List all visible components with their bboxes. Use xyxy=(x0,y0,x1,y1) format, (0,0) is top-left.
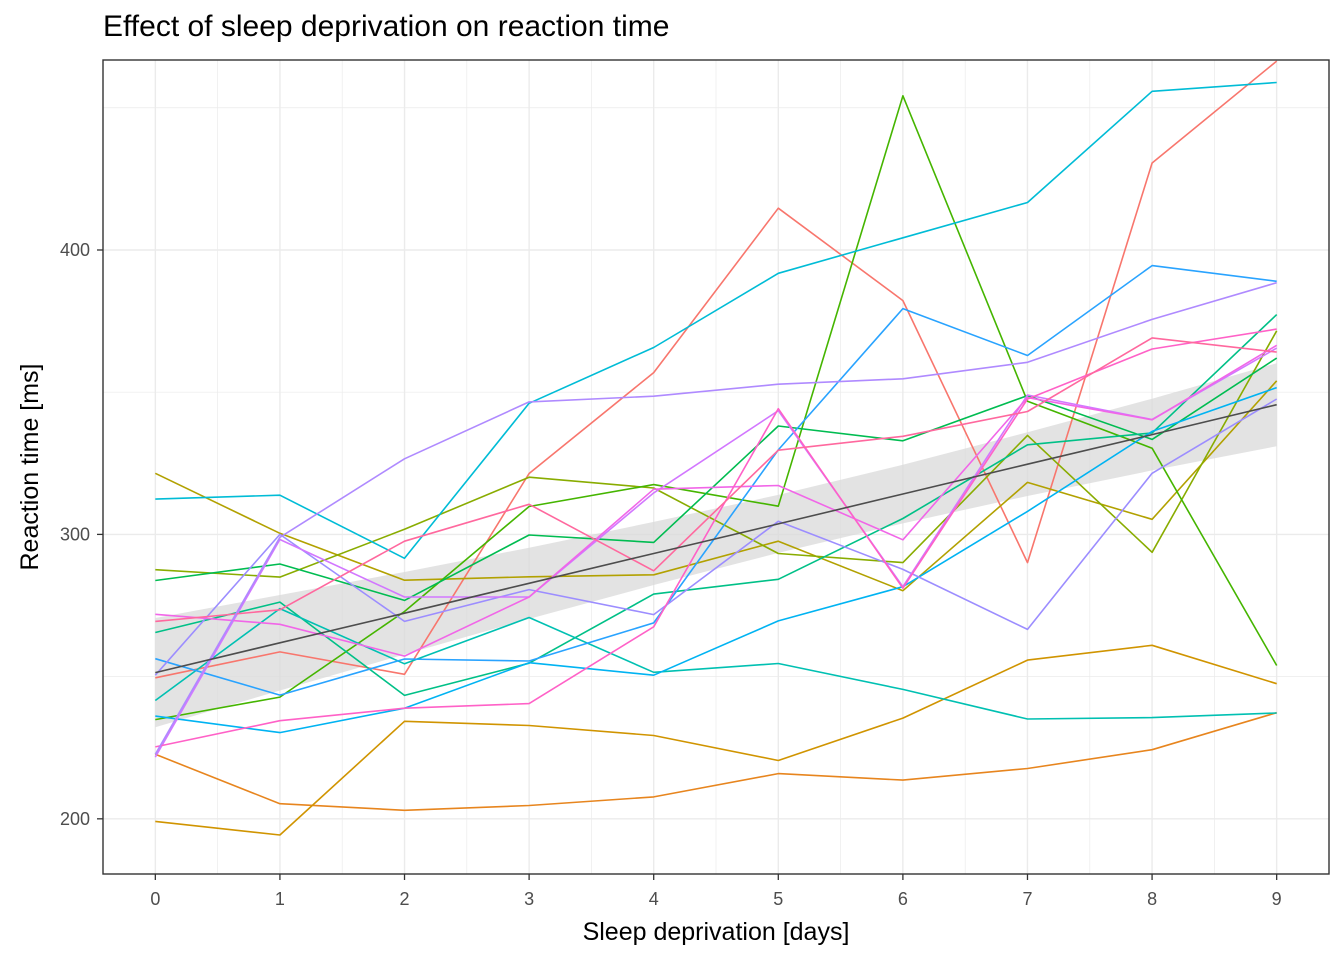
series-line-10 xyxy=(155,81,1277,560)
series-line-2 xyxy=(155,711,1277,812)
y-tick-label: 200 xyxy=(60,809,90,829)
series-line-4 xyxy=(154,380,1278,592)
y-tick-label: 400 xyxy=(60,240,90,260)
series-line-12 xyxy=(155,264,1277,696)
regression-trend-line xyxy=(155,403,1277,674)
x-tick-label: 6 xyxy=(898,889,908,909)
confidence-band-area xyxy=(155,363,1277,728)
x-tick-label: 1 xyxy=(275,889,285,909)
y-tick-label: 300 xyxy=(60,524,90,544)
series-line-13 xyxy=(154,398,1278,676)
series-line-11 xyxy=(155,386,1277,734)
chart-title: Effect of sleep deprivation on reaction … xyxy=(103,10,670,43)
x-tick-label: 3 xyxy=(524,889,534,909)
series-line-8 xyxy=(155,314,1278,697)
x-tick-label: 9 xyxy=(1272,889,1282,909)
x-tick-label: 5 xyxy=(773,889,783,909)
plot-panel-border xyxy=(102,59,1330,875)
y-axis: 200 300 400 xyxy=(60,240,103,829)
series-line-14 xyxy=(154,347,1278,758)
series-line-3 xyxy=(155,644,1277,836)
series-line-17 xyxy=(155,337,1277,623)
x-tick-label: 4 xyxy=(649,889,659,909)
series-line-18 xyxy=(154,281,1277,755)
x-tick-label: 2 xyxy=(400,889,410,909)
x-axis: 0 1 2 3 4 5 6 7 8 9 xyxy=(150,874,1282,909)
y-axis-title: Reaction time [ms] xyxy=(16,363,44,570)
series-line-15 xyxy=(155,344,1278,657)
x-tick-label: 0 xyxy=(150,889,160,909)
series-line-9 xyxy=(154,607,1277,720)
x-tick-label: 8 xyxy=(1147,889,1157,909)
series-line-1 xyxy=(155,60,1278,679)
x-axis-title: Sleep deprivation [days] xyxy=(583,918,850,946)
series-line-5 xyxy=(155,330,1278,578)
series-line-7 xyxy=(155,357,1278,602)
series-line-6 xyxy=(155,95,1278,721)
x-tick-label: 7 xyxy=(1022,889,1032,909)
series-lines xyxy=(154,60,1278,836)
confidence-band xyxy=(155,363,1277,728)
trend-line-group xyxy=(155,403,1277,674)
